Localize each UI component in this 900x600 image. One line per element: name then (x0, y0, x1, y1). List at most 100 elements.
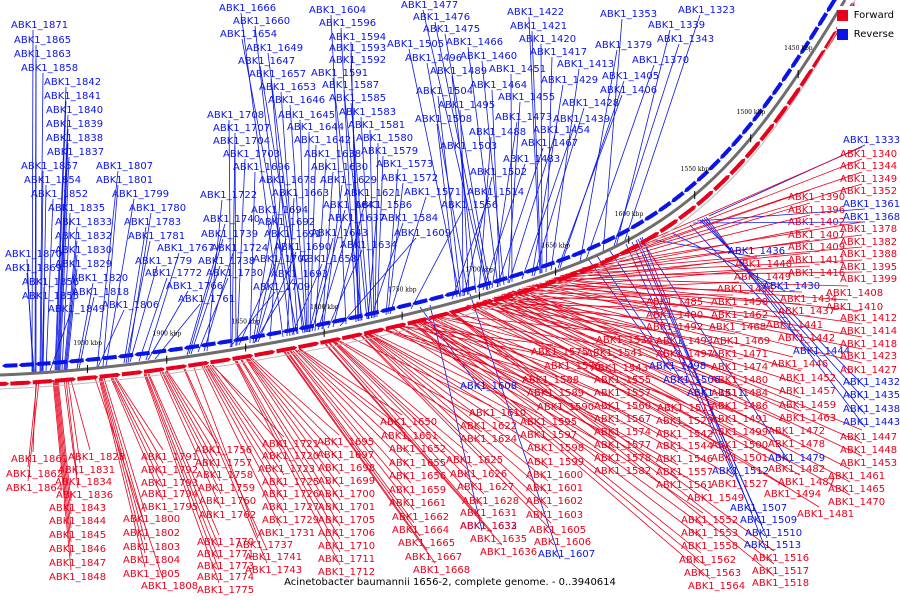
gene-label: ABK1_1574 (594, 427, 651, 438)
gene-label: ABK1_1555 (594, 375, 651, 386)
gene-label: ABK1_1482 (768, 464, 825, 475)
gene-label: ABK1_1423 (840, 351, 897, 362)
forward-gene-arrow (766, 123, 775, 133)
gene-label: ABK1_1702 (253, 254, 310, 265)
gene-leader-line (147, 290, 189, 361)
reverse-gene-arrow (785, 68, 793, 78)
gene-label: ABK1_1462 (711, 310, 768, 321)
reverse-gene-arrow (634, 219, 645, 227)
gene-label: ABK1_1578 (594, 453, 651, 464)
gene-leader-line (111, 377, 164, 488)
gene-label: ABK1_1573 (376, 159, 433, 170)
gene-label: ABK1_1605 (529, 525, 586, 536)
reverse-gene-arrow (189, 343, 200, 349)
gene-label: ABK1_1693 (271, 269, 328, 280)
gene-label: ABK1_1494 (764, 489, 821, 500)
gene-leader-line (207, 364, 285, 476)
gene-label: ABK1_1446 (771, 359, 828, 370)
gene-leader-line (360, 335, 557, 536)
forward-gene-arrow (352, 332, 363, 338)
reverse-gene-arrow (794, 54, 802, 64)
gene-leader-line (577, 234, 863, 271)
gene-label: ABK1_1666 (219, 3, 276, 14)
gene-leader-line (561, 271, 863, 277)
gene-label: ABK1_1579 (361, 146, 418, 157)
gene-label: ABK1_1465 (828, 484, 885, 495)
gene-label: ABK1_1690 (274, 242, 331, 253)
gene-label: ABK1_1471 (711, 349, 768, 360)
reverse-gene-arrow (303, 323, 315, 330)
gene-leader-line (550, 278, 863, 312)
gene-leader-line (78, 296, 95, 370)
gene-leader-line (571, 246, 863, 273)
reverse-gene-arrow (575, 248, 586, 256)
gene-label: ABK1_1607 (538, 549, 595, 560)
gene-label: ABK1_1509 (740, 515, 797, 526)
gene-label: ABK1_1770 (197, 537, 254, 548)
gene-leader-line (559, 214, 811, 277)
gene-leader-line (246, 358, 341, 488)
gene-leader-line (459, 109, 470, 295)
gene-leader-line (482, 163, 526, 291)
gene-label: ABK1_1757 (195, 458, 252, 469)
gene-leader-line (292, 350, 412, 484)
gene-label: ABK1_1678 (259, 175, 316, 186)
gene-label: ABK1_1839 (46, 119, 103, 130)
reverse-gene-arrow (172, 346, 183, 352)
gene-leader-line (531, 284, 803, 293)
gene-label: ABK1_1599 (527, 457, 584, 468)
gene-label: ABK1_1730 (206, 268, 263, 279)
gene-label: ABK1_1417 (530, 47, 587, 58)
gene-leader-line (601, 183, 863, 262)
gene-label: ABK1_1436 (728, 246, 785, 257)
gene-leader-line (424, 317, 710, 492)
gene-label: ABK1_1453 (840, 458, 897, 469)
gene-label: ABK1_1655 (389, 458, 446, 469)
gene-leader-line (367, 209, 378, 320)
kbp-tick-label: 1850 kbp (232, 319, 261, 326)
gene-leader-line (102, 184, 119, 367)
gene-label: ABK1_1794 (141, 489, 198, 500)
gene-leader-line (376, 155, 384, 318)
gene-label: ABK1_1838 (46, 133, 103, 144)
gene-leader-line (554, 277, 849, 287)
gene-label: ABK1_1841 (44, 91, 101, 102)
gene-label: ABK1_1489 (430, 66, 487, 77)
gene-label: ABK1_1455 (498, 92, 555, 103)
gene-leader-line (231, 132, 236, 348)
reverse-gene-arrow (734, 134, 743, 143)
gene-label: ABK1_1344 (840, 161, 897, 172)
gene-leader-line (53, 379, 72, 557)
gene-leader-line (247, 358, 341, 475)
gene-label: ABK1_1481 (797, 509, 854, 520)
gene-leader-line (340, 27, 357, 323)
forward-gene-arrow (309, 341, 320, 347)
forward-gene-arrow (829, 30, 837, 41)
gene-label: ABK1_1370 (632, 55, 689, 66)
reverse-gene-arrow (73, 358, 84, 363)
reverse-gene-arrow (271, 330, 282, 336)
gene-label: ABK1_1466 (446, 37, 503, 48)
gene-leader-line (365, 334, 549, 482)
gene-label: ABK1_1546 (656, 454, 713, 465)
gene-label: ABK1_1759 (198, 483, 255, 494)
gene-label: ABK1_1708 (207, 110, 264, 121)
gene-leader-line (463, 176, 493, 297)
gene-label: ABK1_1805 (123, 569, 180, 580)
gene-label: ABK1_1561 (656, 480, 713, 491)
gene-leader-line (193, 367, 259, 539)
gene-label: ABK1_1406 (600, 85, 657, 96)
forward-gene-arrow (721, 174, 730, 184)
gene-label: ABK1_1583 (339, 107, 396, 118)
gene-leader-line (369, 129, 375, 319)
gene-label: ABK1_1553 (681, 528, 738, 539)
gene-label: ABK1_1700 (318, 489, 375, 500)
gene-leader-line (63, 226, 78, 371)
gene-leader-line (416, 319, 704, 540)
gene-label: ABK1_1857 (21, 161, 78, 172)
reverse-gene-arrow (723, 146, 733, 156)
gene-leader-line (144, 373, 220, 571)
gene-label: ABK1_1428 (562, 98, 619, 109)
gene-leader-line (317, 222, 351, 331)
reverse-gene-arrow (700, 169, 710, 178)
